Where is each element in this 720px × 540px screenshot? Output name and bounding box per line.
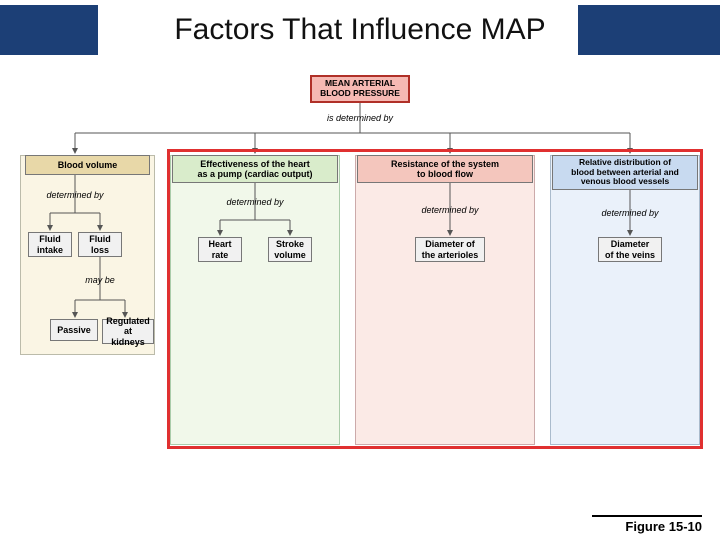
col1-sub-0: Passive [50,319,98,341]
col1-edge: determined by [40,190,110,200]
col2-leaf-1-text: Stroke volume [274,239,306,260]
title-bar: Factors That Influence MAP [0,0,720,60]
col1-sub-1-text: Regulated at kidneys [106,316,150,347]
col2-leaf-1: Stroke volume [268,237,312,262]
root-box: MEAN ARTERIAL BLOOD PRESSURE [310,75,410,103]
col2-edge: determined by [220,197,290,207]
col1-leaf-1-text: Fluid loss [89,234,111,255]
col1-leaf-1: Fluid loss [78,232,122,257]
col1-leaf-0-text: Fluid intake [37,234,63,255]
page-title: Factors That Influence MAP [0,0,720,60]
col1-subedge: may be [75,275,125,285]
flowchart: MEAN ARTERIAL BLOOD PRESSURE is determin… [20,75,700,495]
col4-header: Relative distribution of blood between a… [552,155,698,190]
figure-label: Figure 15-10 [592,515,702,534]
connectors [20,75,700,495]
col3-leaf-0: Diameter of the arterioles [415,237,485,262]
col1-sub-1: Regulated at kidneys [102,319,154,344]
col2-header: Effectiveness of the heart as a pump (ca… [172,155,338,183]
col1-leaf-0: Fluid intake [28,232,72,257]
col4-leaf-0-text: Diameter of the veins [605,239,655,260]
col2-header-text: Effectiveness of the heart as a pump (ca… [197,159,312,180]
root-line1: MEAN ARTERIAL [325,78,395,88]
col3-header: Resistance of the system to blood flow [357,155,533,183]
col3-leaf-0-text: Diameter of the arterioles [422,239,479,260]
col3-header-text: Resistance of the system to blood flow [391,159,499,180]
col2-leaf-0: Heart rate [198,237,242,262]
col1-header: Blood volume [25,155,150,175]
root-edge-label: is determined by [320,113,400,123]
col4-edge: determined by [595,208,665,218]
col4-header-text: Relative distribution of blood between a… [571,158,679,187]
root-line2: BLOOD PRESSURE [320,88,400,98]
col2-leaf-0-text: Heart rate [208,239,231,260]
col4-leaf-0: Diameter of the veins [598,237,662,262]
col3-edge: determined by [415,205,485,215]
